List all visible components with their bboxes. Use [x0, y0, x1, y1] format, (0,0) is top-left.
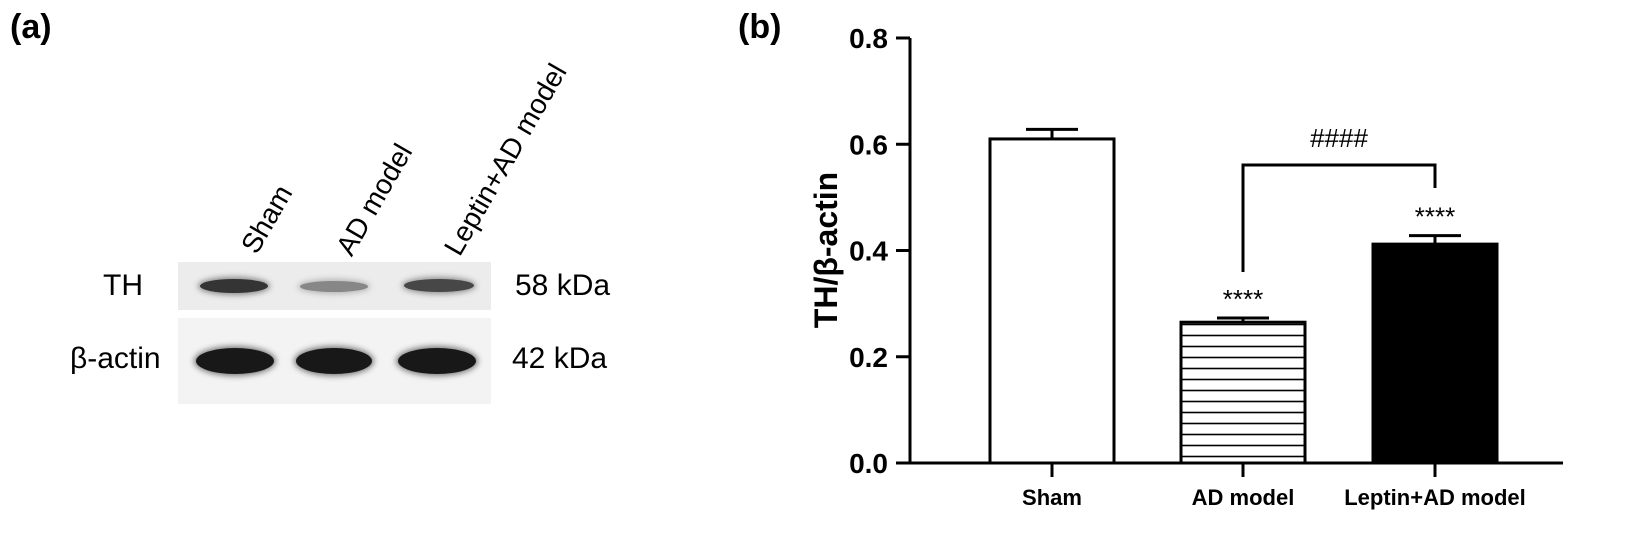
th-band-sham: [200, 279, 268, 293]
y-axis-label: TH/β-actin: [808, 172, 844, 328]
comparison-bracket: [1241, 163, 1437, 272]
beta-actin-band-ad-model: [296, 348, 372, 374]
y-tick-label-0.4: 0.4: [849, 236, 888, 267]
x-tick-label-sham: Sham: [1022, 485, 1082, 510]
comparison-hashes: ####: [1310, 123, 1368, 153]
th-band-ad-model: [300, 281, 368, 292]
panel-b-label: (b): [738, 8, 782, 46]
y-tick-label-0.0: 0.0: [849, 448, 888, 479]
y-tick-label-0.8: 0.8: [849, 23, 888, 54]
row-label-th: TH: [103, 269, 143, 302]
bar-leptin-ad-model: [1371, 242, 1499, 465]
beta-actin-blot-strip: [178, 318, 491, 404]
x-tick-label-ad-model: AD model: [1192, 485, 1295, 510]
th-band-leptin-ad-model: [404, 279, 474, 292]
bar-sham: [988, 137, 1116, 465]
th-size-label: 58 kDa: [515, 269, 611, 302]
significance-stars-1: ****: [1415, 202, 1455, 232]
beta-actin-band-sham: [196, 348, 274, 374]
significance-stars-0: ****: [1223, 284, 1263, 314]
th-blot-strip: [178, 262, 491, 310]
row-label-beta-actin: β-actin: [70, 342, 161, 375]
x-tick-label-leptin-ad-model: Leptin+AD model: [1344, 485, 1526, 510]
bar-ad-model: [1179, 320, 1307, 465]
beta-actin-size-label: 42 kDa: [512, 342, 608, 375]
y-tick-label-0.2: 0.2: [849, 342, 888, 373]
beta-actin-band-leptin-ad-model: [398, 348, 476, 374]
panel-a-label: (a): [10, 8, 52, 46]
y-tick-label-0.6: 0.6: [849, 129, 888, 160]
